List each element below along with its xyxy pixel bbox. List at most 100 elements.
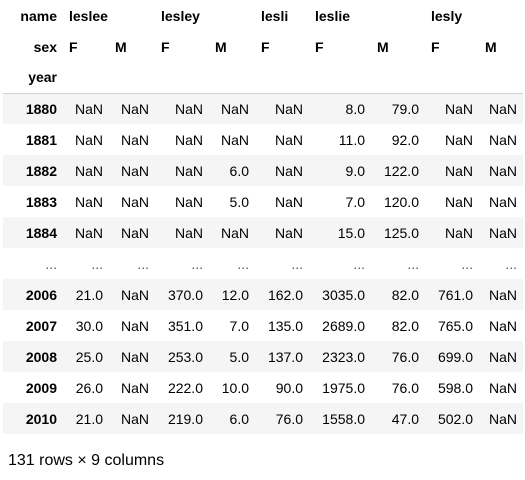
table-cell: NaN	[274, 100, 303, 117]
table-cell: 370.0	[167, 286, 203, 303]
row-index-year: 2010	[25, 410, 57, 427]
table-cell: 82.0	[391, 317, 419, 334]
table-cell: 699.0	[437, 348, 473, 365]
row-index-year: 2007	[25, 317, 57, 334]
table-body: 1880 NaN NaN NaN NaN NaN 8.0 79.0 NaN NaN 1881 NaN N…	[3, 93, 523, 434]
table-cell: NaN	[488, 317, 517, 334]
table-row: 1881 NaN NaN NaN NaN NaN 11.0 92.0 NaN NaN	[3, 124, 523, 155]
table-cell: NaN	[274, 224, 303, 241]
table-cell: NaN	[120, 162, 149, 179]
column-header-sex: F	[315, 38, 324, 55]
table-cell: 137.0	[267, 348, 303, 365]
table-row: 1884 NaN NaN NaN NaN NaN 15.0 125.0 NaN NaN	[3, 217, 523, 248]
column-header-sex: M	[215, 38, 227, 55]
table-cell: NaN	[274, 131, 303, 148]
table-cell: 25.0	[75, 348, 103, 365]
row-index-year: 2006	[25, 286, 57, 303]
table-cell: 21.0	[75, 410, 103, 427]
table-cell: NaN	[444, 162, 473, 179]
table-cell: NaN	[444, 224, 473, 241]
table-cell: 351.0	[167, 317, 203, 334]
table-cell: 76.0	[275, 410, 303, 427]
table-cell: NaN	[220, 100, 249, 117]
column-header-sex: F	[161, 38, 170, 55]
table-cell: NaN	[120, 348, 149, 365]
table-row: 2007 30.0 NaN 351.0 7.0 135.0 2689.0 82.0 765.0 N…	[3, 310, 523, 341]
table-row: 2010 21.0 NaN 219.0 6.0 76.0 1558.0 47.0 502.0 Na…	[3, 403, 523, 434]
table-cell: NaN	[488, 100, 517, 117]
table-cell: 761.0	[437, 286, 473, 303]
table-cell: NaN	[74, 100, 103, 117]
table-cell: NaN	[220, 224, 249, 241]
table-cell: NaN	[488, 379, 517, 396]
column-header-sex: M	[485, 38, 497, 55]
table-cell: 253.0	[167, 348, 203, 365]
ellipsis-cell: ...	[291, 255, 303, 272]
table-cell: 135.0	[267, 317, 303, 334]
table-cell: NaN	[120, 193, 149, 210]
table-cell: 2689.0	[322, 317, 365, 334]
table-cell: 6.0	[229, 410, 249, 427]
table-cell: NaN	[120, 317, 149, 334]
ellipsis-cell: ...	[137, 255, 149, 272]
table-row: 2009 26.0 NaN 222.0 10.0 90.0 1975.0 76.0 598.0 N…	[3, 372, 523, 403]
table-cell: 15.0	[337, 224, 365, 241]
column-header-name: leslie	[315, 7, 351, 24]
row-index-year: 1880	[25, 100, 57, 117]
table-cell: NaN	[74, 131, 103, 148]
table-cell: 12.0	[221, 286, 249, 303]
table-cell: 120.0	[383, 193, 419, 210]
table-cell: 76.0	[391, 348, 419, 365]
table-cell: 8.0	[345, 100, 365, 117]
table-cell: 82.0	[391, 286, 419, 303]
table-cell: NaN	[274, 193, 303, 210]
table-cell: NaN	[174, 193, 203, 210]
table-cell: NaN	[120, 379, 149, 396]
table-cell: NaN	[488, 193, 517, 210]
table-cell: NaN	[120, 131, 149, 148]
table-cell: NaN	[74, 162, 103, 179]
ellipsis-cell: ...	[461, 255, 473, 272]
table-cell: 5.0	[229, 193, 249, 210]
column-header-name: lesli	[261, 7, 289, 24]
table-cell: 76.0	[391, 379, 419, 396]
index-label: year	[3, 62, 63, 94]
table-cell: NaN	[174, 100, 203, 117]
column-level-label: name	[20, 7, 57, 24]
header-row-name: name leslee lesley lesli leslie lesly	[3, 0, 523, 31]
table-cell: 1558.0	[322, 410, 365, 427]
table-cell: NaN	[488, 224, 517, 241]
table-cell: NaN	[444, 193, 473, 210]
table-cell: 79.0	[391, 100, 419, 117]
table-cell: 122.0	[383, 162, 419, 179]
table-cell: 502.0	[437, 410, 473, 427]
column-level-label: sex	[33, 38, 57, 55]
table-cell: 9.0	[345, 162, 365, 179]
table-cell: NaN	[120, 224, 149, 241]
table-cell: 47.0	[391, 410, 419, 427]
header-row-sex: sex F M F M F F M F M	[3, 31, 523, 62]
row-index-year: 1881	[25, 131, 57, 148]
table-cell: 30.0	[75, 317, 103, 334]
table-cell: 2323.0	[322, 348, 365, 365]
table-cell: 10.0	[221, 379, 249, 396]
table-cell: NaN	[488, 410, 517, 427]
table-cell: 1975.0	[322, 379, 365, 396]
header-row-index: year	[3, 62, 523, 94]
table-cell: NaN	[174, 131, 203, 148]
column-header-sex: M	[115, 38, 127, 55]
table-cell: NaN	[220, 131, 249, 148]
table-cell: 7.0	[345, 193, 365, 210]
table-cell: 219.0	[167, 410, 203, 427]
row-index-year: 2009	[25, 379, 57, 396]
table-cell: 162.0	[267, 286, 303, 303]
row-index-year: 1882	[25, 162, 57, 179]
ellipsis-cell: ...	[353, 255, 365, 272]
table-cell: NaN	[120, 286, 149, 303]
table-row: 1882 NaN NaN NaN 6.0 NaN 9.0 122.0 NaN NaN	[3, 155, 523, 186]
table-cell: 26.0	[75, 379, 103, 396]
table-cell: NaN	[488, 162, 517, 179]
table-row: 1880 NaN NaN NaN NaN NaN 8.0 79.0 NaN NaN	[3, 93, 523, 124]
table-cell: NaN	[120, 410, 149, 427]
